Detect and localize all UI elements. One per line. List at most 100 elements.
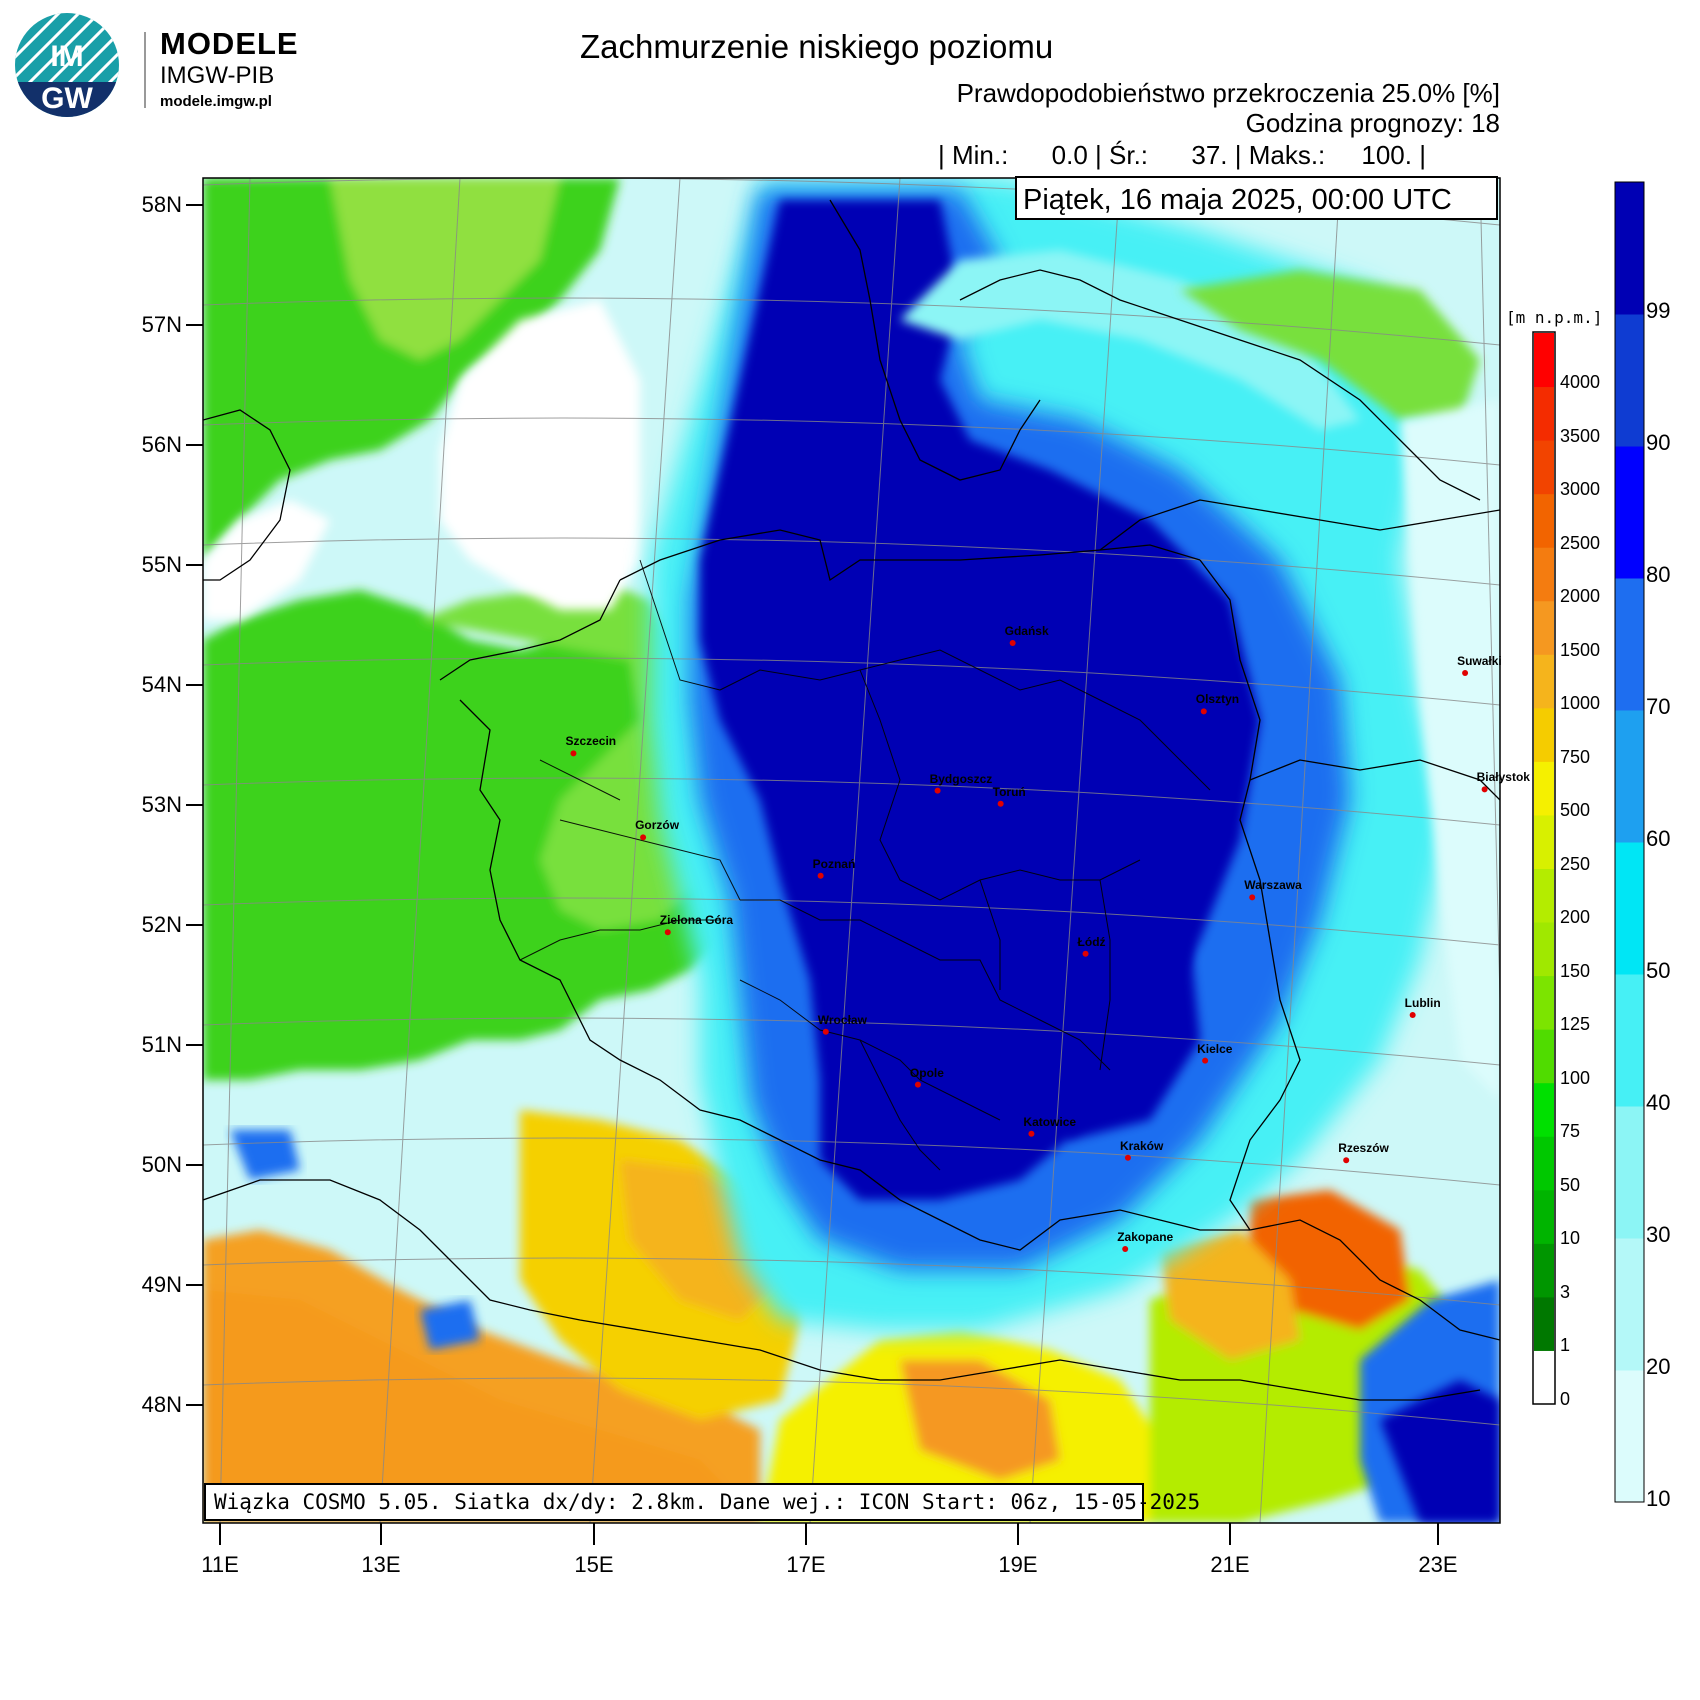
- elevation-swatch: [1534, 922, 1554, 977]
- city-dot: [1082, 950, 1089, 957]
- axis-ticks: [186, 204, 1439, 1545]
- elevation-unit-label: [m n.p.m.]: [1506, 308, 1603, 327]
- city-dot: [914, 1081, 921, 1088]
- probability-swatch: [1615, 578, 1644, 711]
- elevation-swatch: [1534, 707, 1554, 762]
- city-label: Opole: [909, 1065, 944, 1080]
- city-label: Wrocław: [817, 1012, 867, 1027]
- probability-label: 90: [1646, 430, 1671, 455]
- lat-label-57N: 57N: [141, 312, 182, 337]
- elevation-swatch: [1534, 600, 1554, 655]
- elevation-swatch: [1534, 1136, 1554, 1191]
- city-dot: [1249, 894, 1256, 901]
- elevation-label: 200: [1560, 907, 1591, 927]
- probability-swatch: [1615, 710, 1644, 843]
- elevation-label: 3500: [1560, 425, 1601, 446]
- city-label: Białystok: [1476, 770, 1530, 785]
- elevation-label: 3000: [1560, 479, 1601, 499]
- svg-text:IM: IM: [50, 40, 83, 73]
- elevation-label: 100: [1560, 1067, 1591, 1088]
- city-label: Szczecin: [565, 734, 617, 749]
- city-label: Gdańsk: [1004, 624, 1049, 638]
- lat-label-49N: 49N: [141, 1272, 182, 1297]
- elevation-label: 750: [1560, 746, 1591, 767]
- city-label: Zakopane: [1117, 1230, 1174, 1244]
- elevation-swatch: [1534, 975, 1554, 1030]
- lat-label-53N: 53N: [141, 792, 182, 817]
- lat-label-54N: 54N: [141, 672, 182, 697]
- elevation-label: 125: [1560, 1014, 1591, 1034]
- city-label: Olsztyn: [1195, 692, 1240, 707]
- lat-label-48N: 48N: [141, 1392, 182, 1417]
- probability-legend: [1614, 181, 1645, 1503]
- elevation-swatch: [1534, 1189, 1554, 1244]
- elevation-label: 1000: [1560, 693, 1601, 713]
- elevation-label: 500: [1560, 800, 1591, 820]
- city-dot: [817, 872, 824, 879]
- probability-label: 60: [1646, 826, 1671, 851]
- imgw-logo: IM GW MODELE IMGW-PIB modele.imgw.pl: [12, 10, 312, 120]
- city-dot: [1462, 670, 1469, 676]
- city-dot: [997, 800, 1004, 807]
- city-dot: [640, 834, 647, 841]
- city-label: Kraków: [1119, 1138, 1164, 1153]
- city-markers: [570, 640, 1488, 1252]
- city-dot: [1343, 1157, 1350, 1164]
- probability-label: 50: [1646, 958, 1671, 983]
- elevation-swatch: [1534, 493, 1554, 548]
- city-dot: [1124, 1154, 1131, 1161]
- lon-label-13E: 13E: [361, 1552, 401, 1577]
- lat-label-58N: 58N: [141, 192, 182, 217]
- probability-swatch: [1615, 842, 1644, 975]
- map-title: Zachmurzenie niskiego poziomu: [580, 28, 1054, 65]
- lat-label-56N: 56N: [141, 432, 182, 457]
- probability-swatch: [1615, 446, 1644, 579]
- elevation-swatch: [1534, 1296, 1554, 1351]
- map-frame: [202, 177, 1501, 1524]
- elevation-label: 10: [1560, 1228, 1581, 1248]
- model-info-box: Wiązka COSMO 5.05. Siatka dx/dy: 2.8km. …: [204, 1483, 1200, 1521]
- city-label: Poznań: [812, 856, 856, 871]
- probability-label: 99: [1646, 298, 1671, 323]
- valid-date-box: Piątek, 16 maja 2025, 00:00 UTC: [1015, 176, 1498, 220]
- logo-org: IMGW-PIB: [160, 62, 275, 89]
- forecast-hour: Godzina prognozy: 18: [1245, 108, 1500, 138]
- elevation-swatch: [1534, 1082, 1554, 1137]
- probability-swatch: [1615, 974, 1644, 1107]
- city-dot: [1028, 1130, 1035, 1137]
- city-dot: [1009, 640, 1016, 646]
- city-label: Kielce: [1197, 1041, 1233, 1056]
- city-dot: [1122, 1246, 1129, 1252]
- city-label: Gorzów: [635, 818, 680, 833]
- city-label: Toruń: [992, 784, 1026, 799]
- probability-label: 80: [1646, 562, 1671, 587]
- probability-swatch: [1615, 1370, 1644, 1503]
- lon-label-21E: 21E: [1210, 1552, 1250, 1577]
- elevation-label: 0: [1560, 1388, 1571, 1409]
- elevation-label: 50: [1560, 1174, 1581, 1195]
- probability-label: 10: [1646, 1486, 1671, 1511]
- city-label: Rzeszów: [1338, 1141, 1389, 1156]
- city-label: Łódź: [1077, 934, 1106, 949]
- lon-label-15E: 15E: [574, 1552, 614, 1577]
- lon-label-11E: 11E: [201, 1552, 239, 1577]
- city-dot: [1409, 1012, 1416, 1018]
- elevation-label: 2000: [1560, 586, 1601, 606]
- probability-swatch: [1615, 1238, 1644, 1371]
- logo-site: modele.imgw.pl: [160, 93, 272, 110]
- elevation-swatch: [1534, 761, 1554, 816]
- elevation-swatch: [1534, 440, 1554, 495]
- city-dot: [1202, 1057, 1209, 1064]
- elevation-swatch: [1534, 1243, 1554, 1298]
- lat-label-55N: 55N: [141, 552, 182, 577]
- elevation-label: 75: [1560, 1121, 1581, 1141]
- probability-label: 40: [1646, 1090, 1671, 1115]
- city-label: Bydgoszcz: [929, 771, 993, 786]
- city-dot: [934, 787, 941, 794]
- lat-label-51N: 51N: [141, 1032, 182, 1057]
- lon-label-23E: 23E: [1418, 1552, 1458, 1577]
- svg-text:GW: GW: [41, 82, 93, 115]
- elevation-swatch: [1534, 386, 1554, 441]
- city-label: Katowice: [1023, 1114, 1077, 1129]
